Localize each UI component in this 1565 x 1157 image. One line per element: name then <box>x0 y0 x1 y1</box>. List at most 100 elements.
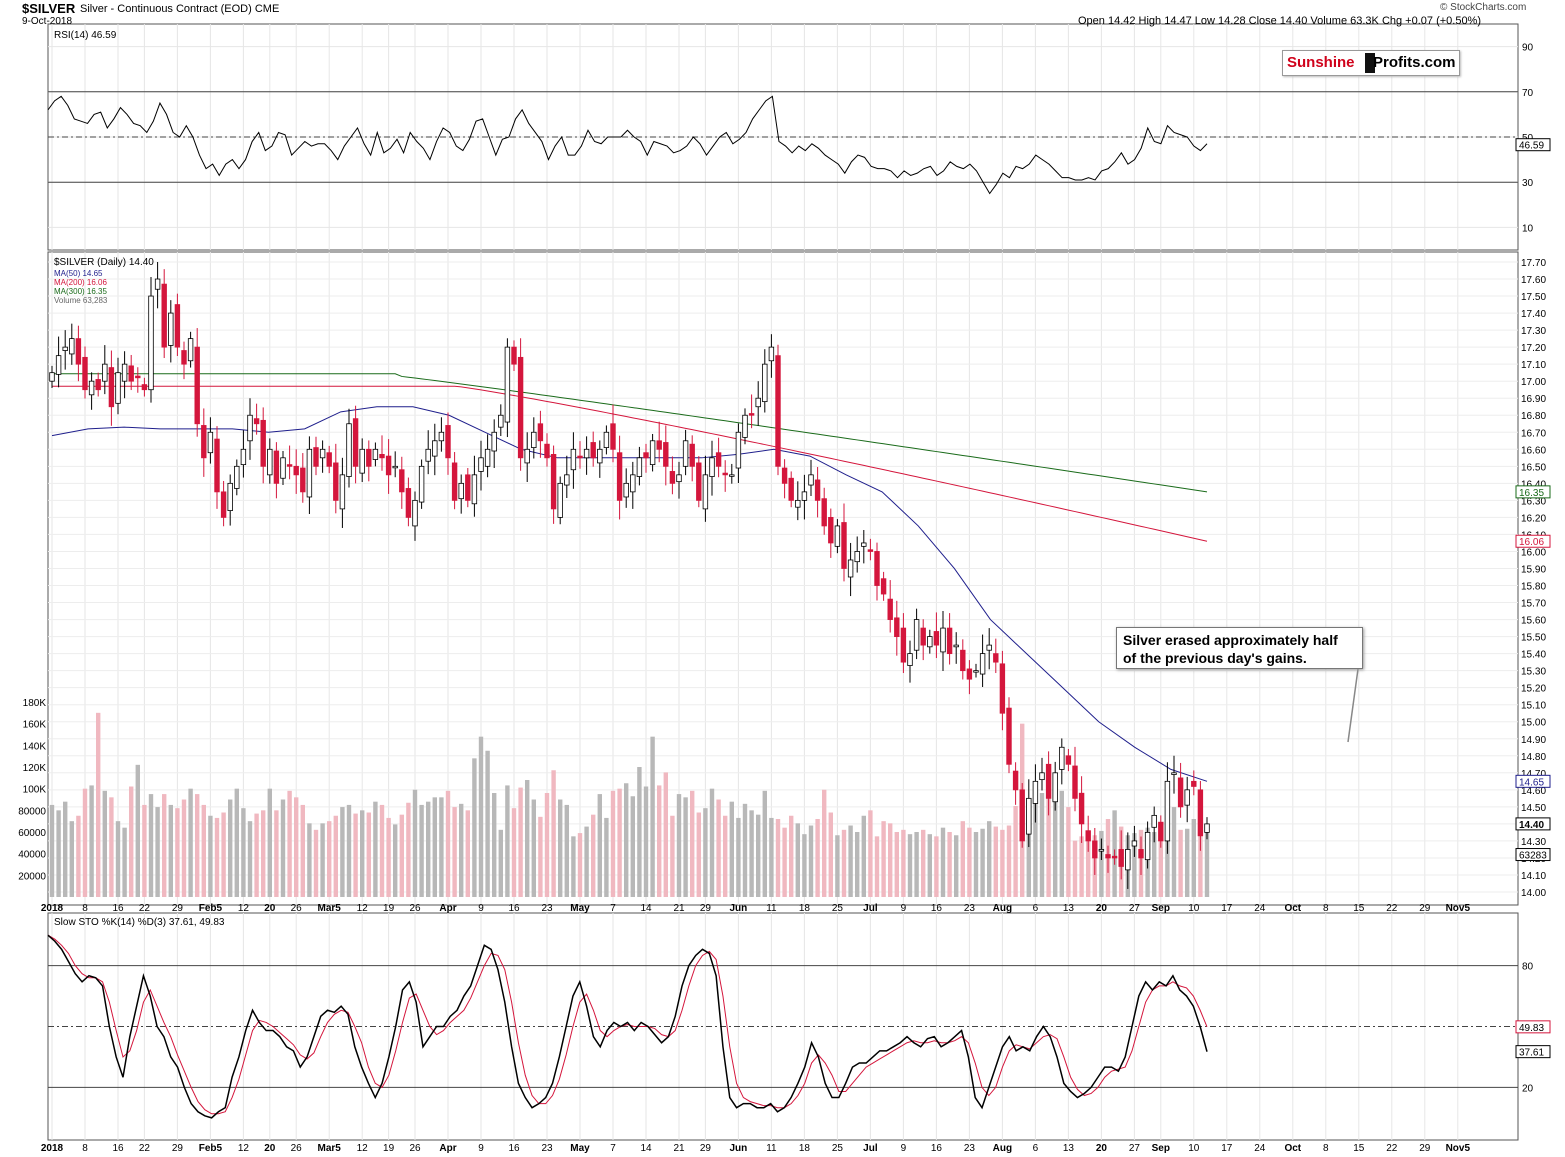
sto-tick-label: 20 <box>1522 1083 1534 1094</box>
volume-bar <box>954 835 959 897</box>
volume-bar <box>637 767 642 897</box>
x-tick-label: 24 <box>1254 1143 1266 1154</box>
candle-body <box>1151 814 1157 828</box>
candle-body <box>366 448 372 467</box>
candle-body <box>986 644 992 651</box>
candle-body <box>577 455 583 459</box>
candle-body <box>220 491 227 518</box>
candle-body <box>828 517 834 544</box>
candle-body <box>1012 770 1019 791</box>
price-tick-label: 16.30 <box>1521 496 1546 507</box>
volume-bar <box>82 788 88 897</box>
volume-bar <box>1039 793 1045 897</box>
instrument-name: Silver - Continuous Contract (EOD) CME <box>80 3 280 15</box>
candle-body <box>438 431 445 442</box>
x-tick-label: 29 <box>1419 903 1431 914</box>
x-tick-label: Aug <box>993 1143 1012 1154</box>
candle-body <box>148 295 154 391</box>
x-tick-label: Mar5 <box>318 1143 342 1154</box>
x-tick-label: Sep <box>1152 1143 1170 1154</box>
price-tick-label: 15.60 <box>1521 616 1546 627</box>
price-tick-label: 16.40 <box>1521 479 1546 490</box>
x-tick-label: 19 <box>383 1143 395 1154</box>
candle-body <box>663 442 669 467</box>
x-tick-label: 9 <box>478 903 484 914</box>
x-tick-label: 16 <box>931 1143 943 1154</box>
volume-bar <box>135 764 140 897</box>
candle-body <box>550 454 557 510</box>
x-tick-label: 21 <box>673 903 685 914</box>
volume-bar <box>624 783 629 897</box>
x-tick-label: 15 <box>1353 903 1365 914</box>
x-tick-label: Nov5 <box>1446 903 1471 914</box>
volume-bar <box>89 785 94 897</box>
price-tick-label: 16.20 <box>1521 513 1546 524</box>
volume-bar <box>525 780 530 897</box>
sto-k-line <box>47 934 1208 1119</box>
candle-body <box>920 627 926 646</box>
candle-body <box>649 440 656 466</box>
x-tick-label: 21 <box>673 1143 685 1154</box>
volume-bar <box>1185 828 1190 897</box>
volume-bar <box>294 797 299 897</box>
volume-bar <box>907 834 913 897</box>
candle-body <box>326 452 332 467</box>
volume-bar <box>1204 828 1210 897</box>
candle-body <box>359 448 365 474</box>
x-tick-label: 12 <box>238 1143 250 1154</box>
candle-body <box>729 474 735 477</box>
sto-d-value-box <box>1515 1020 1551 1034</box>
volume-bar <box>1000 829 1005 897</box>
candle-body <box>1072 765 1078 799</box>
candle-body <box>583 448 590 459</box>
sunshine-profits-logo: Sunshine Profits.com <box>1282 50 1460 76</box>
volume-bar <box>234 788 239 897</box>
price-tick-label: 14.50 <box>1521 803 1546 814</box>
x-tick-label: 6 <box>1033 1143 1039 1154</box>
volume-bar <box>723 815 728 897</box>
price-legend-title: $SILVER (Daily) 14.40 <box>54 257 154 268</box>
candle-body <box>636 457 643 477</box>
candle-body <box>564 474 570 486</box>
volume-bar <box>815 819 820 897</box>
volume-bar <box>340 807 345 897</box>
candle-body <box>399 469 405 493</box>
sto-legend: Slow STO %K(14) %D(3) 37.61, 49.83 <box>54 917 225 928</box>
price-legend-item: MA(300) 16.35 <box>54 287 107 296</box>
price-value-box <box>1515 848 1551 862</box>
volume-bar <box>855 832 860 897</box>
x-tick-label: 23 <box>964 903 976 914</box>
candle-body <box>260 419 266 467</box>
volume-bar <box>822 789 827 897</box>
candle-body <box>993 653 999 663</box>
candle-body <box>1052 772 1058 803</box>
x-tick-label: Oct <box>1284 1143 1301 1154</box>
volume-bar <box>287 790 292 897</box>
sto-k-value-label: 37.61 <box>1519 1048 1544 1059</box>
candle-body <box>392 465 398 469</box>
candle-body <box>102 363 108 382</box>
volume-bar <box>518 787 523 897</box>
x-tick-label: 11 <box>766 1143 777 1154</box>
volume-bar <box>630 796 635 897</box>
candle-body <box>570 448 577 471</box>
candle-body <box>1026 797 1032 835</box>
candle-body <box>412 499 418 527</box>
volume-bar <box>538 816 543 897</box>
candle-body <box>128 365 134 382</box>
candle-body <box>557 482 563 518</box>
candle-body <box>722 472 728 476</box>
x-tick-label: 22 <box>1386 1143 1398 1154</box>
volume-bar <box>155 807 160 897</box>
x-tick-label: 18 <box>799 1143 811 1154</box>
price-value-box <box>1515 485 1551 499</box>
volume-bar <box>228 799 233 897</box>
volume-bar <box>412 789 418 897</box>
volume-bar <box>683 797 688 897</box>
candle-body <box>755 397 761 408</box>
volume-bar <box>1006 825 1012 897</box>
volume-bar <box>670 815 675 897</box>
volume-bar <box>1158 829 1163 897</box>
volume-bar <box>1059 790 1064 897</box>
candle-body <box>121 363 128 382</box>
